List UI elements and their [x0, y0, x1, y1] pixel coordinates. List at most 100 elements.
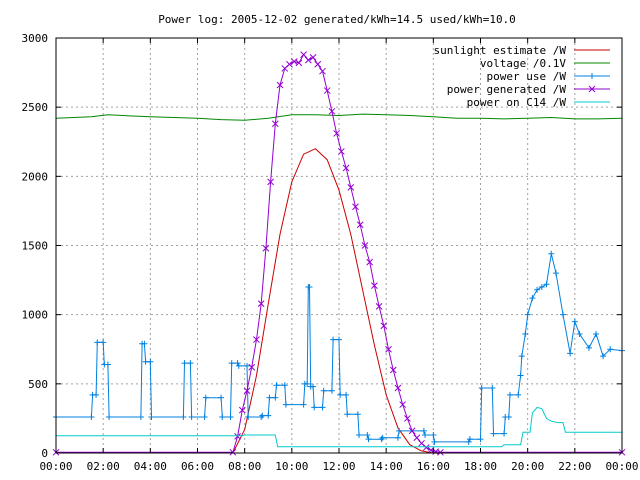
x-tick-label: 06:00: [181, 460, 214, 473]
x-tick-label: 08:00: [228, 460, 261, 473]
data-point: [517, 372, 524, 379]
data-point: [273, 382, 280, 389]
legend-label-power-on-c14-w: power on C14 /W: [467, 96, 567, 109]
x-tick-label: 00:00: [39, 460, 72, 473]
data-point: [538, 284, 545, 290]
data-point: [394, 384, 402, 392]
data-point: [238, 406, 246, 414]
data-point: [343, 391, 350, 398]
data-point: [567, 350, 574, 357]
data-point: [364, 432, 371, 439]
data-point: [534, 286, 541, 293]
series-line-voltage-0-1v: [55, 113, 623, 121]
data-point: [356, 221, 364, 229]
data-point: [276, 81, 284, 89]
y-tick-label: 3000: [22, 32, 49, 45]
data-point: [258, 414, 265, 421]
data-point: [524, 311, 531, 318]
x-tick-label: 10:00: [275, 460, 308, 473]
data-point: [378, 436, 385, 443]
data-point: [408, 427, 416, 435]
chart-title: Power log: 2005-12-02 generated/kWh=14.5…: [158, 13, 516, 26]
data-point: [571, 318, 578, 325]
data-point: [93, 391, 100, 398]
x-tick-label: 18:00: [464, 460, 497, 473]
x-tick-label: 16:00: [417, 460, 450, 473]
data-point: [505, 414, 512, 421]
data-point: [94, 339, 101, 346]
data-point: [576, 331, 583, 338]
data-point: [248, 363, 256, 371]
data-point: [271, 120, 279, 128]
legend-marker: [588, 85, 596, 93]
data-point: [337, 391, 344, 398]
data-point: [585, 344, 592, 351]
data-point: [88, 414, 95, 421]
data-point: [309, 54, 317, 61]
data-point: [266, 394, 273, 401]
data-point: [227, 414, 234, 421]
x-tick-label: 22:00: [558, 460, 591, 473]
data-point: [319, 67, 326, 75]
y-tick-label: 500: [28, 378, 48, 391]
data-point: [328, 387, 335, 394]
data-point: [265, 412, 272, 419]
data-point: [300, 51, 307, 58]
data-point: [518, 353, 525, 360]
data-point: [352, 203, 359, 211]
data-point: [543, 281, 550, 288]
data-point: [404, 415, 411, 422]
y-tick-label: 1500: [22, 240, 49, 253]
data-point: [347, 184, 355, 191]
data-point: [354, 411, 361, 418]
data-point: [560, 311, 567, 318]
data-point: [295, 59, 303, 67]
data-point: [300, 401, 307, 408]
plot-series: [52, 51, 626, 456]
data-point: [600, 353, 607, 360]
data-point: [259, 412, 266, 419]
data-point: [389, 366, 397, 374]
data-point: [282, 401, 289, 408]
data-point: [234, 360, 241, 367]
data-point: [431, 438, 438, 445]
data-point: [147, 358, 154, 365]
data-point: [375, 303, 383, 310]
x-tick-label: 20:00: [511, 460, 544, 473]
data-point: [413, 434, 421, 442]
y-tick-label: 2500: [22, 101, 49, 114]
x-tick-label: 12:00: [322, 460, 355, 473]
data-point: [104, 361, 111, 368]
data-point: [356, 432, 363, 439]
data-point: [202, 394, 209, 401]
data-point: [328, 107, 336, 115]
data-point: [243, 387, 251, 395]
data-point: [422, 432, 429, 439]
legend-label-power-use-w: power use /W: [487, 70, 567, 83]
data-point: [548, 250, 555, 257]
data-point: [371, 282, 378, 289]
data-point: [290, 58, 298, 65]
data-point: [430, 432, 437, 439]
data-point: [338, 148, 345, 155]
data-point: [330, 336, 337, 343]
y-tick-label: 0: [41, 447, 48, 460]
y-tick-label: 1000: [22, 309, 49, 322]
data-point: [522, 331, 529, 338]
data-point: [306, 284, 313, 290]
data-point: [399, 401, 407, 408]
data-point: [593, 331, 600, 338]
data-point: [244, 362, 251, 369]
data-point: [422, 444, 430, 451]
data-point: [187, 360, 194, 367]
data-point: [234, 433, 241, 440]
y-tick-label: 2000: [22, 170, 49, 183]
data-point: [311, 404, 318, 411]
data-point: [235, 362, 242, 369]
data-point: [148, 414, 155, 421]
data-point: [201, 414, 208, 421]
data-point: [489, 384, 496, 391]
data-point: [137, 414, 144, 421]
